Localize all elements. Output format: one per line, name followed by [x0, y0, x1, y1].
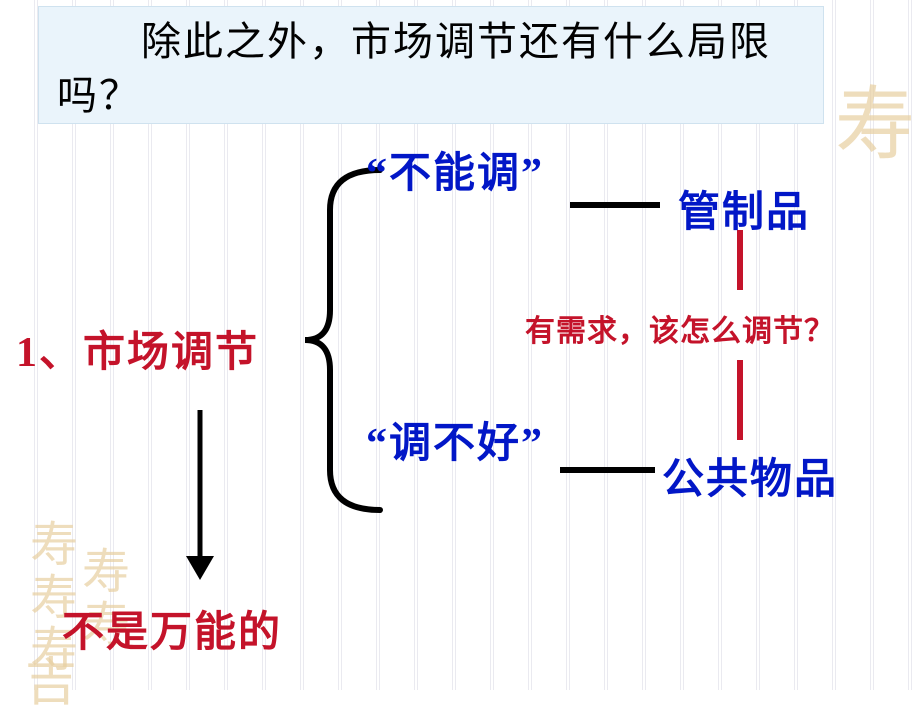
- node-root: 市场调节: [83, 330, 259, 376]
- decorative-seal: 寿: [835, 60, 915, 176]
- number-label: 1、: [16, 330, 83, 376]
- title-box: 除此之外，市场调节还有什么局限吗？: [38, 6, 824, 124]
- node-public-goods: 公共物品: [662, 445, 838, 506]
- node-cant-adjust: “不能调”: [350, 150, 560, 198]
- slide-title: 除此之外，市场调节还有什么局限吗？: [57, 19, 771, 118]
- node-question: 有需求，该怎么调节？: [525, 306, 835, 350]
- row-root: 1、市场调节: [16, 318, 259, 379]
- node-not-omnipotent: 不是万能的: [62, 598, 282, 659]
- node-bad-adjust: “调不好”: [350, 420, 560, 468]
- node-controlled: 管制品: [678, 178, 810, 239]
